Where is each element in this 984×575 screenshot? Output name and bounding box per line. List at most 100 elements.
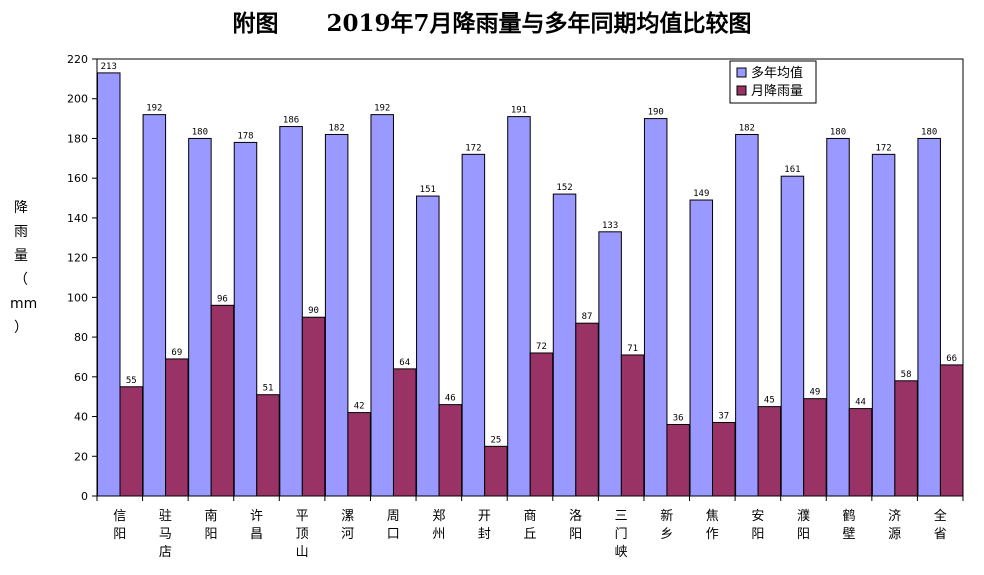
x-tick-label: 三 bbox=[615, 509, 628, 524]
y-axis-label-char: ） bbox=[14, 320, 28, 336]
data-label: 186 bbox=[283, 116, 299, 126]
bar-average bbox=[416, 195, 440, 497]
y-tick-label: 120 bbox=[67, 252, 88, 265]
data-label: 71 bbox=[627, 344, 638, 354]
x-tick-label: 濮 bbox=[797, 509, 810, 524]
x-tick-label: 丘 bbox=[523, 527, 536, 542]
x-tick-label: 顶 bbox=[296, 527, 309, 542]
bar-average bbox=[461, 153, 486, 497]
data-label: 51 bbox=[263, 384, 274, 394]
y-axis-label-char: （ bbox=[14, 272, 28, 288]
y-axis-label-char: 降 bbox=[14, 200, 28, 216]
legend-swatch bbox=[736, 67, 747, 78]
data-label: 151 bbox=[420, 185, 436, 195]
x-tick-label: 阳 bbox=[569, 527, 582, 542]
bar-average bbox=[917, 137, 941, 497]
y-tick-label: 100 bbox=[67, 291, 88, 304]
data-label: 44 bbox=[855, 398, 866, 408]
data-label: 72 bbox=[536, 342, 547, 352]
x-tick-label: 阳 bbox=[204, 527, 217, 542]
bar-average bbox=[142, 114, 167, 497]
bar-average bbox=[188, 137, 212, 497]
x-tick-label: 阳 bbox=[751, 527, 764, 542]
data-label: 45 bbox=[764, 396, 775, 406]
x-tick-label: 驻 bbox=[159, 509, 172, 524]
bar-average bbox=[97, 72, 121, 497]
x-tick-label: 许 bbox=[250, 509, 263, 524]
bar-average bbox=[780, 175, 805, 497]
x-tick-label: 南 bbox=[204, 508, 217, 524]
bar-average bbox=[507, 116, 531, 497]
data-label: 180 bbox=[192, 127, 208, 137]
data-label: 37 bbox=[718, 412, 729, 422]
data-label: 49 bbox=[810, 388, 821, 398]
bar-monthly bbox=[210, 304, 235, 497]
x-tick-label: 焦 bbox=[706, 509, 719, 524]
bar-average bbox=[871, 153, 896, 497]
x-tick-label: 郑 bbox=[432, 509, 445, 524]
data-label: 190 bbox=[648, 108, 664, 118]
bar-monthly bbox=[438, 404, 463, 497]
bar-monthly bbox=[757, 406, 782, 497]
bar-average bbox=[689, 199, 714, 497]
data-label: 191 bbox=[511, 106, 527, 116]
data-label: 87 bbox=[582, 312, 593, 322]
bar-average bbox=[370, 114, 394, 497]
y-axis-label-char: 量 bbox=[14, 248, 28, 264]
x-tick-label: 洛 bbox=[569, 509, 582, 524]
bar-monthly bbox=[392, 368, 417, 497]
x-tick-label: 阳 bbox=[113, 527, 126, 542]
data-label: 55 bbox=[126, 376, 137, 386]
bar-average bbox=[552, 193, 577, 497]
x-tick-label: 河 bbox=[341, 527, 354, 542]
legend-label: 多年均值 bbox=[751, 65, 803, 81]
x-tick-label: 商 bbox=[523, 509, 536, 524]
bar-average bbox=[233, 141, 258, 497]
x-tick-label: 源 bbox=[888, 527, 901, 542]
data-label: 172 bbox=[875, 143, 891, 153]
data-label: 25 bbox=[490, 435, 501, 445]
data-label: 46 bbox=[445, 394, 456, 404]
x-tick-label: 乡 bbox=[660, 527, 673, 542]
bar-average bbox=[643, 118, 668, 497]
data-label: 178 bbox=[237, 131, 253, 141]
y-tick-label: 60 bbox=[74, 371, 88, 384]
legend-swatch bbox=[736, 85, 747, 96]
y-axis-label-char: 雨 bbox=[14, 224, 28, 240]
x-tick-label: 省 bbox=[934, 527, 947, 542]
y-axis-label: 降雨量 （ mm ） bbox=[10, 196, 37, 340]
x-tick-label: 峡 bbox=[615, 545, 628, 560]
x-tick-label: 开 bbox=[478, 509, 491, 524]
x-tick-label: 封 bbox=[478, 527, 491, 542]
x-tick-label: 昌 bbox=[250, 527, 263, 542]
bar-monthly bbox=[666, 423, 690, 497]
bar-monthly bbox=[484, 445, 508, 497]
legend-label: 月降雨量 bbox=[751, 84, 803, 99]
bar-average bbox=[279, 126, 303, 497]
data-label: 192 bbox=[374, 104, 390, 114]
data-label: 90 bbox=[308, 306, 319, 316]
x-tick-label: 安 bbox=[751, 509, 764, 524]
bar-average bbox=[598, 231, 622, 497]
data-label: 42 bbox=[354, 402, 365, 412]
bar-monthly bbox=[620, 354, 645, 497]
x-tick-label: 店 bbox=[159, 545, 172, 560]
bar-monthly bbox=[301, 316, 326, 497]
data-label: 96 bbox=[217, 294, 228, 304]
x-tick-label: 漯 bbox=[341, 509, 354, 524]
data-label: 182 bbox=[329, 123, 345, 133]
bar-monthly bbox=[803, 398, 827, 497]
bar-average bbox=[826, 137, 850, 497]
data-label: 180 bbox=[921, 127, 937, 137]
x-tick-label: 作 bbox=[706, 527, 719, 542]
x-tick-label: 门 bbox=[615, 527, 628, 542]
y-tick-label: 140 bbox=[67, 212, 88, 225]
y-tick-label: 180 bbox=[67, 132, 88, 145]
x-tick-label: 全 bbox=[934, 508, 947, 524]
bar-average bbox=[735, 133, 759, 497]
chart-title: 附图 2019年7月降雨量与多年同期均值比较图 bbox=[232, 10, 752, 37]
y-tick-label: 220 bbox=[67, 53, 88, 66]
bar-monthly bbox=[894, 380, 918, 497]
data-label: 66 bbox=[946, 354, 957, 364]
x-tick-label: 阳 bbox=[797, 527, 810, 542]
